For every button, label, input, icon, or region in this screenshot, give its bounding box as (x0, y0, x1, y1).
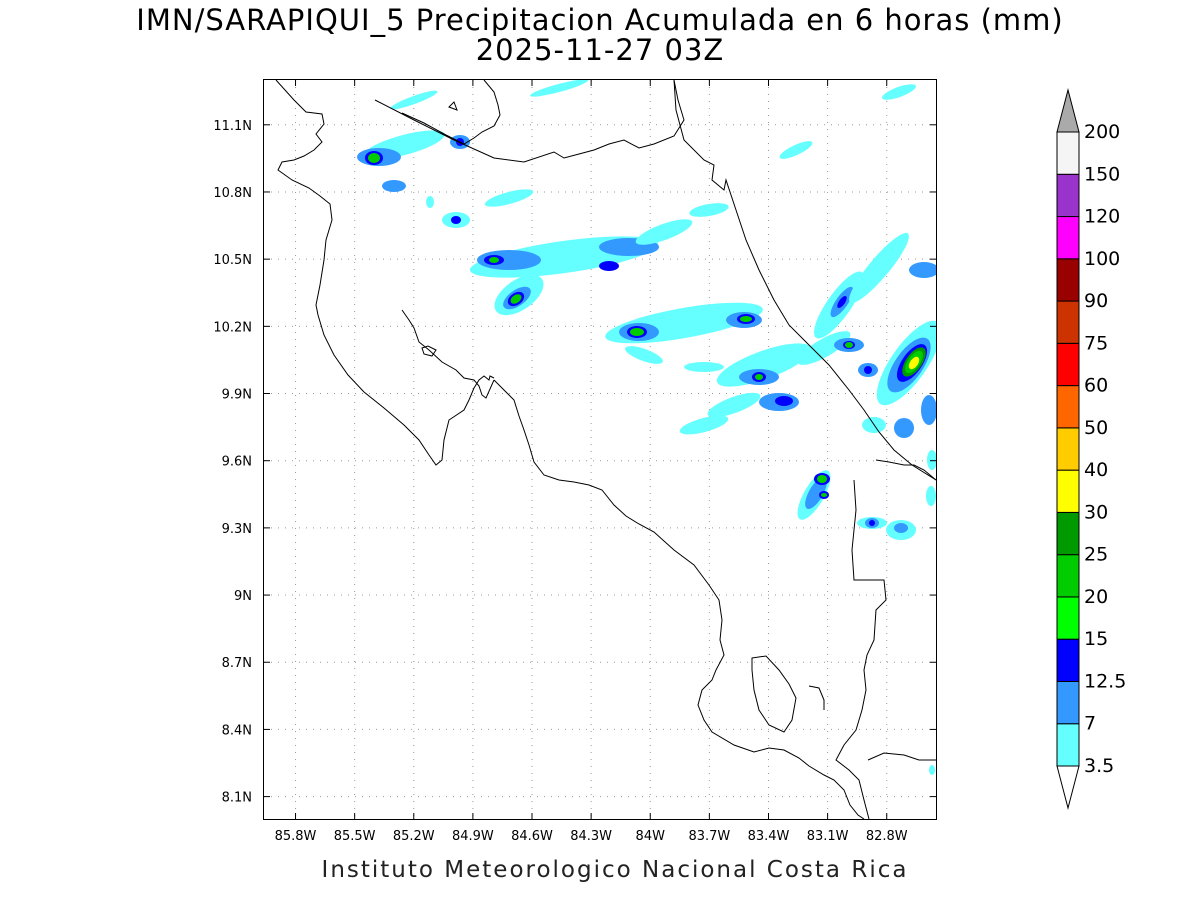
chart-subtitle-date: 2025-11-27 03Z (475, 33, 725, 67)
colorbar-level-label: 150 (1084, 163, 1120, 185)
x-tick-label: 83.4W (748, 829, 790, 844)
y-tick-label: 11.1N (213, 119, 252, 134)
y-tick-label: 9.9N (222, 388, 252, 403)
colorbar-level-label: 50 (1084, 417, 1108, 439)
colorbar-level-label: 7 (1084, 713, 1096, 735)
colorbar-box (1056, 342, 1080, 387)
colorbar-box (1056, 596, 1080, 640)
colorbar-level-label: 120 (1084, 206, 1120, 228)
colorbar-box (1056, 469, 1080, 513)
colorbar-level-label: 20 (1084, 586, 1108, 608)
colorbar-level-label: 75 (1084, 332, 1108, 354)
colorbar-box (1056, 723, 1080, 767)
colorbar-level-label: 15 (1084, 628, 1108, 650)
precip-region-talamanca (797, 470, 936, 775)
colorbar-legend: 3.5 7 12.5 15 20 25 30 40 50 60 75 90 100 120 150 200 (1056, 88, 1126, 810)
colorbar-box (1056, 680, 1080, 725)
colorbar-level-label: 12.5 (1084, 670, 1126, 692)
colorbar-level-label: 60 (1084, 375, 1108, 397)
precip-region-nicaragua-lake (357, 80, 917, 208)
colorbar-box (1056, 131, 1080, 175)
y-tick-label: 9.6N (222, 455, 252, 470)
x-tick-label: 84.3W (570, 829, 612, 844)
coastlines-and-borders (275, 80, 936, 819)
y-tick-label: 10.5N (213, 253, 252, 268)
map-plot-area (263, 79, 937, 820)
colorbar-box (1056, 258, 1080, 302)
colorbar-level-label: 40 (1084, 459, 1108, 481)
colorbar-level-label: 3.5 (1084, 755, 1114, 777)
colorbar-box (1056, 216, 1080, 260)
colorbar-level-label: 25 (1084, 544, 1108, 566)
x-tick-label: 82.8W (866, 829, 908, 844)
y-tick-label: 10.2N (213, 320, 252, 335)
y-axis-ticks (264, 124, 936, 798)
x-tick-label: 83.1W (807, 829, 849, 844)
chart-title: IMN/SARAPIQUI_5 Precipitacion Acumulada … (136, 3, 1064, 37)
footer-credit: Instituto Meteorologico Nacional Costa R… (321, 857, 909, 883)
y-tick-label: 9N (234, 589, 252, 604)
y-tick-label: 10.8N (213, 186, 252, 201)
y-axis-tick-labels: 8.1N 8.4N 8.7N 9N 9.3N 9.6N 9.9N 10.2N 10.5N 10.8… (213, 119, 252, 806)
colorbar-over-arrow (1056, 88, 1080, 133)
y-tick-label: 8.1N (222, 791, 252, 806)
map-canvas (264, 80, 936, 819)
x-tick-label: 84.9W (452, 829, 494, 844)
precip-region-north-plains (442, 189, 729, 316)
colorbar-under-arrow (1056, 765, 1080, 810)
y-tick-label: 8.7N (222, 656, 252, 671)
colorbar-box (1056, 173, 1080, 218)
y-tick-label: 8.4N (222, 723, 252, 738)
colorbar-box (1056, 385, 1080, 429)
colorbar-box (1056, 300, 1080, 344)
x-tick-label: 83.7W (688, 829, 730, 844)
precip-region-central-caribbean (605, 232, 936, 470)
x-axis-tick-labels: 85.8W 85.5W 85.2W 84.9W 84.6W 84.3W 84W 83.7W 83… (275, 829, 908, 844)
colorbar-box (1056, 427, 1080, 471)
colorbar-level-label: 90 (1084, 290, 1108, 312)
colorbar-level-label: 30 (1084, 501, 1108, 523)
colorbar-box (1056, 554, 1080, 598)
x-axis-ticks (295, 80, 888, 819)
x-tick-label: 85.5W (334, 829, 376, 844)
y-tick-label: 9.3N (222, 522, 252, 537)
colorbar-level-label: 100 (1084, 248, 1120, 270)
x-tick-label: 85.8W (275, 829, 317, 844)
map-grid (264, 80, 936, 819)
x-tick-label: 85.2W (393, 829, 435, 844)
colorbar-box (1056, 638, 1080, 682)
x-tick-label: 84.6W (511, 829, 553, 844)
x-tick-label: 84W (636, 829, 666, 844)
precipitation-contours (357, 80, 936, 775)
colorbar-box (1056, 511, 1080, 556)
colorbar-level-label: 200 (1084, 121, 1120, 143)
